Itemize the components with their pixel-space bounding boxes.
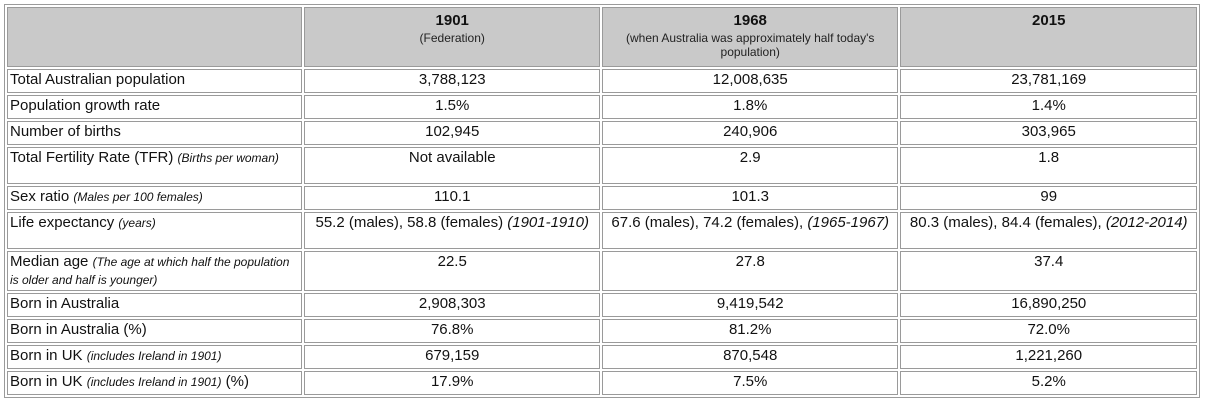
table-row-born-uk: Born in UK (includes Ireland in 1901) 67… [7,345,1197,369]
value-cell: 240,906 [601,121,899,145]
period-note: (1965-1967) [807,214,890,231]
row-label: Born in Australia (%) [10,321,147,338]
column-year: 2015 [1032,12,1066,29]
value-cell: 3,788,123 [304,69,600,93]
row-label-cell: Median age (The age at which half the po… [7,251,303,291]
row-label-cell: Life expectancy (years) [7,212,303,249]
value-cell: 102,945 [304,121,600,145]
row-label: Born in UK [10,347,83,364]
row-label: Total Australian population [10,71,186,88]
value-cell: 1.4% [900,95,1197,119]
row-label-cell: Born in Australia (%) [7,319,303,343]
table-row-median-age: Median age (The age at which half the po… [7,251,1197,291]
value-cell: 5.2% [900,371,1197,395]
row-label: Population growth rate [10,97,161,114]
row-label: Number of births [10,123,121,140]
row-label-cell: Total Australian population [7,69,303,93]
value-cell: 110.1 [304,186,600,210]
value-cell: 12,008,635 [601,69,899,93]
value-cell: 9,419,542 [601,293,899,317]
table-row-fertility-rate: Total Fertility Rate (TFR) (Births per w… [7,147,1197,184]
row-label: Life expectancy [10,214,115,231]
value-cell: 27.8 [601,251,899,291]
row-suffix: (%) [225,373,249,390]
row-label: Total Fertility Rate (TFR) [10,149,174,166]
value-cell: 72.0% [900,319,1197,343]
header-2015: 2015 [900,7,1197,67]
table-row-sex-ratio: Sex ratio (Males per 100 females) 110.1 … [7,186,1197,210]
value-cell: 1.8 [900,147,1197,184]
value-cell: 81.2% [601,319,899,343]
row-label-cell: Total Fertility Rate (TFR) (Births per w… [7,147,303,184]
row-label-cell: Born in UK (includes Ireland in 1901) (%… [7,371,303,395]
row-note: (Births per woman) [177,151,279,165]
row-label: Sex ratio [10,188,70,205]
table-row-born-uk-percent: Born in UK (includes Ireland in 1901) (%… [7,371,1197,395]
column-note: (Federation) [419,31,485,45]
row-label-cell: Number of births [7,121,303,145]
value-cell: 1,221,260 [900,345,1197,369]
value-cell: 22.5 [304,251,600,291]
value-cell: 55.2 (males), 58.8 (females) (1901-1910) [304,212,600,249]
value-cell: 99 [900,186,1197,210]
value-cell: 870,548 [601,345,899,369]
row-label-cell: Born in Australia [7,293,303,317]
life-expectancy-value: 55.2 (males), 58.8 (females) [315,214,504,231]
value-cell: 67.6 (males), 74.2 (females), (1965-1967… [601,212,899,249]
value-cell: 17.9% [304,371,600,395]
value-cell: 23,781,169 [900,69,1197,93]
value-cell: 303,965 [900,121,1197,145]
row-note: (Males per 100 females) [73,190,203,204]
header-1901: 1901 (Federation) [304,7,600,67]
period-note: (1901-1910) [507,214,589,231]
value-cell: 37.4 [900,251,1197,291]
table-row-life-expectancy: Life expectancy (years) 55.2 (males), 58… [7,212,1197,249]
table-row-born-australia-percent: Born in Australia (%) 76.8% 81.2% 72.0% [7,319,1197,343]
table-row-born-australia: Born in Australia 2,908,303 9,419,542 16… [7,293,1197,317]
column-year: 1968 [733,12,767,29]
column-year: 1901 [435,12,469,29]
value-cell: 101.3 [601,186,899,210]
row-note: (includes Ireland in 1901) [86,349,222,363]
row-label: Born in UK [10,373,83,390]
table-row-births: Number of births 102,945 240,906 303,965 [7,121,1197,145]
period-note: (2012-2014) [1105,214,1188,231]
value-cell: 7.5% [601,371,899,395]
life-expectancy-value: 67.6 (males), 74.2 (females), [611,214,804,231]
population-comparison-table: 1901 (Federation) 1968 (when Australia w… [4,4,1200,398]
row-note: (The age at which half the population is… [10,255,290,287]
value-cell: 679,159 [304,345,600,369]
row-label-cell: Born in UK (includes Ireland in 1901) [7,345,303,369]
row-note: (years) [118,216,156,230]
table-row-growth-rate: Population growth rate 1.5% 1.8% 1.4% [7,95,1197,119]
value-cell: 80.3 (males), 84.4 (females), (2012-2014… [900,212,1197,249]
value-cell: 2.9 [601,147,899,184]
row-label: Median age [10,253,89,270]
row-label: Born in Australia [10,295,120,312]
row-note: (includes Ireland in 1901) [86,375,222,389]
header-corner-cell [7,7,303,67]
value-cell: 1.8% [601,95,899,119]
value-cell: 2,908,303 [304,293,600,317]
life-expectancy-value: 80.3 (males), 84.4 (females), [909,214,1102,231]
table-row-total-population: Total Australian population 3,788,123 12… [7,69,1197,93]
value-cell: 76.8% [304,319,600,343]
row-label-cell: Sex ratio (Males per 100 females) [7,186,303,210]
value-cell: 16,890,250 [900,293,1197,317]
header-row: 1901 (Federation) 1968 (when Australia w… [7,7,1197,67]
header-1968: 1968 (when Australia was approximately h… [601,7,899,67]
value-cell: Not available [304,147,600,184]
value-cell: 1.5% [304,95,600,119]
row-label-cell: Population growth rate [7,95,303,119]
column-note: (when Australia was approximately half t… [626,31,875,59]
